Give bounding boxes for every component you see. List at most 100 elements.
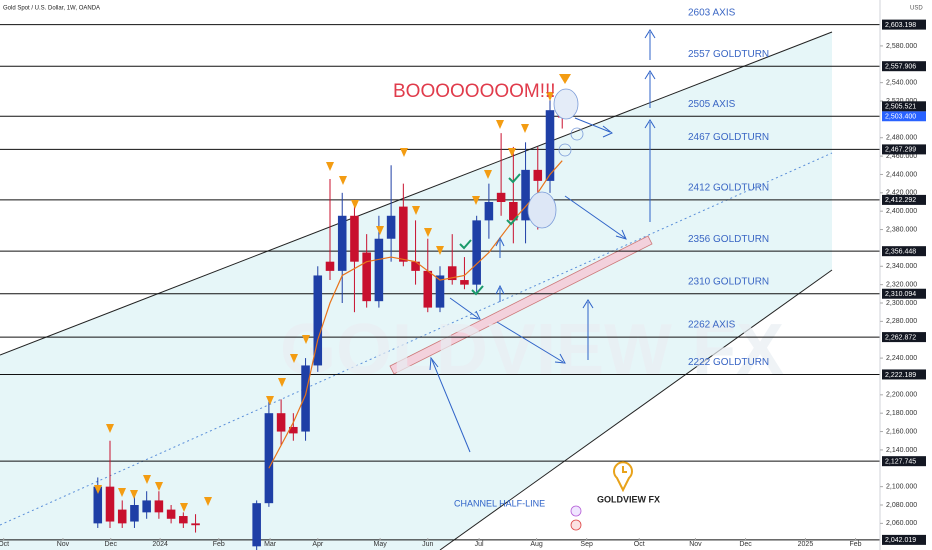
circles <box>527 88 584 229</box>
y-tick-label: 2,420.000 <box>886 190 917 197</box>
price-label: 2,310.094 <box>885 291 916 298</box>
level-label: 2222 GOLDTURN <box>688 357 769 368</box>
candle-body <box>301 365 310 432</box>
candle-body <box>374 238 384 302</box>
candle-body <box>325 261 335 271</box>
level-label: 2603 AXIS <box>688 7 736 18</box>
candle-body <box>509 202 518 221</box>
x-tick-label: Dec <box>105 541 118 548</box>
y-tick-label: 2,280.000 <box>886 318 917 325</box>
price-box <box>882 456 926 467</box>
price-label: 2,503.400 <box>885 114 916 121</box>
y-tick-label: 2,100.000 <box>886 483 917 490</box>
x-tick-label: Apr <box>312 541 324 548</box>
price-label: 2,127.745 <box>885 459 916 466</box>
candle-body <box>93 486 103 524</box>
candle-body <box>411 261 420 271</box>
candle-body <box>362 252 371 302</box>
x-tick-label: Aug <box>530 541 543 548</box>
price-label: 2,356.448 <box>885 249 916 256</box>
candle-body <box>289 426 298 434</box>
price-label: 2,042.019 <box>885 537 916 544</box>
y-tick-label: 2,160.000 <box>886 428 917 435</box>
price-label: 2,262.872 <box>885 334 916 341</box>
x-tick-label: 2024 <box>152 541 168 548</box>
candle-body <box>117 509 127 524</box>
price-box <box>882 534 926 545</box>
level-label: 2505 AXIS <box>688 99 736 110</box>
price-box <box>882 194 926 205</box>
x-tick-label: Nov <box>57 541 70 548</box>
candle-body <box>435 275 445 308</box>
x-tick-label: 2025 <box>798 541 814 548</box>
candle-body <box>545 110 555 181</box>
candle-body <box>154 500 164 513</box>
candle-body <box>130 505 139 522</box>
price-box <box>882 332 926 343</box>
level-label: 2557 GOLDTURN <box>688 49 769 60</box>
y-tick-label: 2,340.000 <box>886 263 917 270</box>
candle-body <box>460 280 469 285</box>
candle-body <box>191 523 200 526</box>
x-tick-label: Dec <box>739 541 752 548</box>
level-label: 2412 GOLDTURN <box>688 183 769 194</box>
y-tick-label: 2,300.000 <box>886 300 917 307</box>
y-tick-label: 2,140.000 <box>886 447 917 454</box>
level-label: 2310 GOLDTURN <box>688 276 769 287</box>
candle-body <box>313 275 323 366</box>
price-box <box>882 111 926 122</box>
y-tick-label: 2,580.000 <box>886 43 917 50</box>
candle-body <box>264 413 274 504</box>
price-box <box>882 288 926 299</box>
annotation: BOOOOOOOOM!!! <box>393 81 556 102</box>
x-tick-label: Sep <box>580 541 593 548</box>
y-tick-label: 2,060.000 <box>886 520 917 527</box>
y-tick-label: 2,080.000 <box>886 502 917 509</box>
price-box <box>882 19 926 30</box>
icon <box>570 519 582 531</box>
price-box <box>882 61 926 72</box>
x-tick-label: Nov <box>689 541 702 548</box>
checkmarks <box>459 173 521 296</box>
level-label: 2356 GOLDTURN <box>688 234 769 245</box>
y-tick-label: 2,480.000 <box>886 135 917 142</box>
icon <box>570 505 582 517</box>
candle-body <box>142 500 151 513</box>
channel-upper <box>0 31 833 356</box>
x-tick-label: Jun <box>422 541 433 548</box>
price-box <box>882 246 926 257</box>
y-tick-label: 2,460.000 <box>886 153 917 160</box>
price-box <box>882 144 926 155</box>
moving-average <box>268 160 563 469</box>
y-tick-label: 2,240.000 <box>886 355 917 362</box>
y-tick-label: 2,320.000 <box>886 281 917 288</box>
candle-body <box>350 215 359 262</box>
candle-body <box>276 413 286 432</box>
x-tick-label: Feb <box>850 541 862 548</box>
candle-body <box>166 509 176 519</box>
y-tick-label: 2,540.000 <box>886 79 917 86</box>
candle-body <box>423 270 433 308</box>
level-label: 2262 AXIS <box>688 320 736 331</box>
channel-half-line <box>389 235 653 375</box>
candle-body <box>447 266 457 281</box>
price-label: 2,222.189 <box>885 372 916 379</box>
candle-body <box>472 220 481 285</box>
candle-body <box>179 516 188 524</box>
candle-body <box>521 169 530 221</box>
y-tick-label: 2,440.000 <box>886 171 917 178</box>
x-tick-label: Oct <box>0 541 9 548</box>
logo-text: GOLDVIEW FX <box>597 494 660 504</box>
price-label: 2,467.299 <box>885 147 916 154</box>
x-tick-label: Mar <box>264 541 277 548</box>
y-tick-label: 2,180.000 <box>886 410 917 417</box>
x-tick-label: Feb <box>213 541 225 548</box>
price-box <box>882 369 926 380</box>
candle-body <box>105 486 115 522</box>
candle-body <box>386 215 396 239</box>
triangles <box>94 74 571 512</box>
channel-fill <box>0 32 832 550</box>
arrows <box>429 29 656 453</box>
y-tick-label: 2,380.000 <box>886 226 917 233</box>
